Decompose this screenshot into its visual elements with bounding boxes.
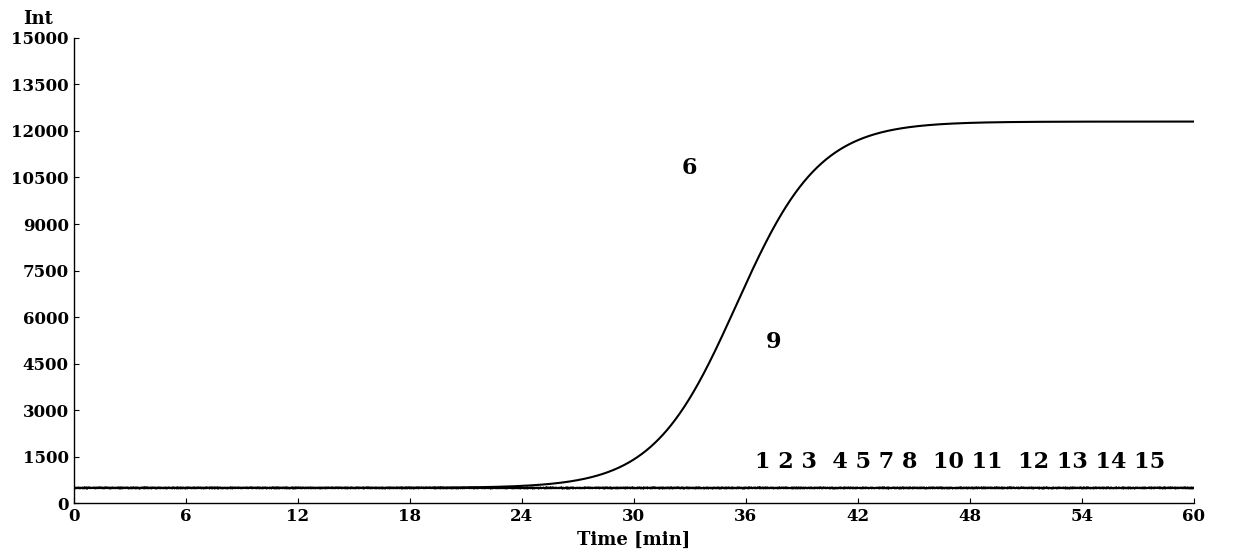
Text: 1 2 3  4 5 7 8  10 11  12 13 14 15: 1 2 3 4 5 7 8 10 11 12 13 14 15: [755, 451, 1165, 473]
X-axis label: Time [min]: Time [min]: [577, 531, 690, 549]
Text: 9: 9: [766, 331, 782, 353]
Text: Int: Int: [24, 11, 53, 29]
Text: 6: 6: [681, 157, 698, 179]
